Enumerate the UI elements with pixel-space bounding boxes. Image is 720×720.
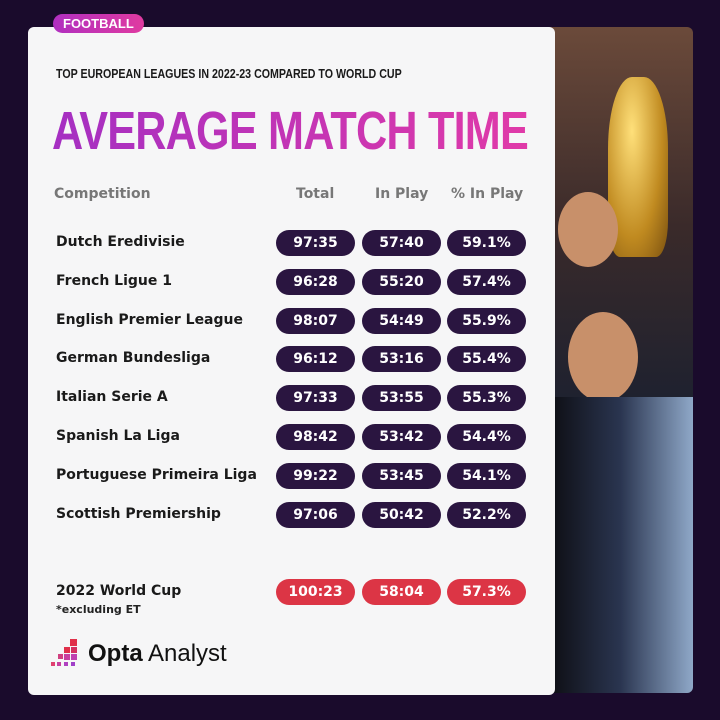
in-play-value: 53:16	[362, 346, 441, 372]
table-row: Italian Serie A 97:33 53:55 55.3%	[0, 385, 555, 411]
pct-in-play-value: 55.3%	[447, 385, 526, 411]
opta-analyst-logo: Opta Analyst	[48, 637, 227, 671]
in-play-value: 58:04	[362, 579, 441, 605]
pct-in-play-value: 55.4%	[447, 346, 526, 372]
header-total: Total	[296, 186, 335, 202]
world-cup-row: 2022 World Cup 100:23 58:04 57.3%	[0, 579, 555, 605]
opta-logo-icon	[51, 639, 77, 666]
total-value: 97:06	[276, 502, 355, 528]
player-face	[558, 192, 618, 267]
competition-name: German Bundesliga	[56, 350, 211, 366]
table-row: Scottish Premiership 97:06 50:42 52.2%	[0, 502, 555, 528]
player-shirt	[548, 397, 693, 693]
competition-name: Portuguese Primeira Liga	[56, 467, 257, 483]
header-competition: Competition	[54, 186, 151, 202]
pct-in-play-value: 55.9%	[447, 308, 526, 334]
in-play-value: 55:20	[362, 269, 441, 295]
pct-in-play-value: 57.4%	[447, 269, 526, 295]
in-play-value: 57:40	[362, 230, 441, 256]
total-value: 98:07	[276, 308, 355, 334]
pct-in-play-value: 59.1%	[447, 230, 526, 256]
total-value: 99:22	[276, 463, 355, 489]
competition-name: Italian Serie A	[56, 389, 168, 405]
pct-in-play-value: 54.1%	[447, 463, 526, 489]
in-play-value: 53:55	[362, 385, 441, 411]
in-play-value: 50:42	[362, 502, 441, 528]
world-cup-trophy-image	[608, 77, 668, 257]
pct-in-play-value: 54.4%	[447, 424, 526, 450]
table-row: French Ligue 1 96:28 55:20 57.4%	[0, 269, 555, 295]
category-tag: FOOTBALL	[53, 14, 144, 33]
pct-in-play-value: 57.3%	[447, 579, 526, 605]
competition-name: Dutch Eredivisie	[56, 234, 185, 250]
total-value: 97:35	[276, 230, 355, 256]
pct-in-play-value: 52.2%	[447, 502, 526, 528]
table-row: German Bundesliga 96:12 53:16 55.4%	[0, 346, 555, 372]
competition-name: 2022 World Cup	[56, 583, 182, 599]
photo-messi-trophy	[548, 27, 693, 693]
header-pct-in-play: % In Play	[451, 186, 524, 202]
in-play-value: 53:45	[362, 463, 441, 489]
logo-text: Opta Analyst	[88, 640, 227, 667]
table-row: Spanish La Liga 98:42 53:42 54.4%	[0, 424, 555, 450]
page-title: AVERAGE MATCH TIME	[52, 101, 529, 161]
competition-name: English Premier League	[56, 312, 243, 328]
in-play-value: 54:49	[362, 308, 441, 334]
total-value: 98:42	[276, 424, 355, 450]
table-row: Portuguese Primeira Liga 99:22 53:45 54.…	[0, 463, 555, 489]
total-value: 96:28	[276, 269, 355, 295]
in-play-value: 53:42	[362, 424, 441, 450]
subtitle: TOP EUROPEAN LEAGUES IN 2022-23 COMPARED…	[56, 66, 402, 81]
table-row: Dutch Eredivisie 97:35 57:40 59.1%	[0, 230, 555, 256]
competition-name: Scottish Premiership	[56, 506, 221, 522]
competition-name: French Ligue 1	[56, 273, 172, 289]
footnote: *excluding ET	[56, 603, 141, 616]
header-in-play: In Play	[375, 186, 429, 202]
total-value: 97:33	[276, 385, 355, 411]
table-row: English Premier League 98:07 54:49 55.9%	[0, 308, 555, 334]
total-value: 100:23	[276, 579, 355, 605]
total-value: 96:12	[276, 346, 355, 372]
competition-name: Spanish La Liga	[56, 428, 180, 444]
player-face	[568, 312, 638, 402]
